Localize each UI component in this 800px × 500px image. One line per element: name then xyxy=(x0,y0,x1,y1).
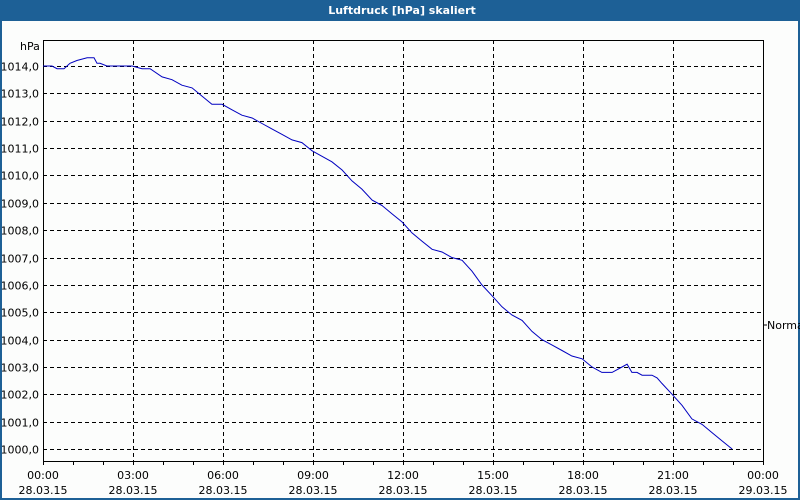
chart-title: Luftdruck [hPa] skaliert xyxy=(2,0,800,21)
legend-label-normal: Normal xyxy=(767,319,800,332)
y-tick-label: 1002,0 xyxy=(2,389,39,402)
grid-lines xyxy=(43,40,763,461)
x-tick-date: 28.03.15 xyxy=(289,484,338,497)
y-tick-label: 1005,0 xyxy=(2,307,39,320)
y-tick-label: 1001,0 xyxy=(2,417,39,430)
x-tick-time: 21:00 xyxy=(657,469,689,482)
x-tick-time: 00:00 xyxy=(27,469,59,482)
y-axis-ticks: 1014,0 1013,0 1012,0 1011,0 1010,0 1009,0 1008… xyxy=(2,61,39,457)
x-tick-date: 29.03.15 xyxy=(739,484,788,497)
x-tick-time: 03:00 xyxy=(117,469,149,482)
x-tick-time: 09:00 xyxy=(297,469,329,482)
y-tick-label: 1007,0 xyxy=(2,253,39,266)
x-tick-date: 28.03.15 xyxy=(19,484,68,497)
y-tick-label: 1014,0 xyxy=(2,61,39,74)
y-tick-label: 1013,0 xyxy=(2,88,39,101)
y-tick-label: 1003,0 xyxy=(2,362,39,375)
x-tick-date: 28.03.15 xyxy=(109,484,158,497)
y-axis-unit-label: hPa xyxy=(20,40,40,53)
y-tick-label: 1004,0 xyxy=(2,335,39,348)
series-line-normal xyxy=(43,57,733,450)
x-axis-ticks: 00:00 28.03.15 03:00 28.03.15 06:00 28.03.15 0… xyxy=(19,461,788,497)
x-tick-date: 28.03.15 xyxy=(559,484,608,497)
x-tick-time: 18:00 xyxy=(567,469,599,482)
legend: Normal xyxy=(763,319,800,332)
x-tick-time: 12:00 xyxy=(387,469,419,482)
y-tick-label: 1009,0 xyxy=(2,198,39,211)
y-tick-label: 1012,0 xyxy=(2,116,39,129)
x-tick-date: 28.03.15 xyxy=(199,484,248,497)
y-tick-label: 1008,0 xyxy=(2,225,39,238)
x-tick-time: 06:00 xyxy=(207,469,239,482)
y-tick-label: 1011,0 xyxy=(2,143,39,156)
x-tick-time: 00:00 xyxy=(747,469,779,482)
x-tick-date: 28.03.15 xyxy=(649,484,698,497)
y-tick-label: 1000,0 xyxy=(2,444,39,457)
x-tick-time: 15:00 xyxy=(477,469,509,482)
x-tick-date: 28.03.15 xyxy=(379,484,428,497)
y-tick-label: 1010,0 xyxy=(2,170,39,183)
x-tick-date: 28.03.15 xyxy=(469,484,518,497)
y-tick-label: 1006,0 xyxy=(2,280,39,293)
